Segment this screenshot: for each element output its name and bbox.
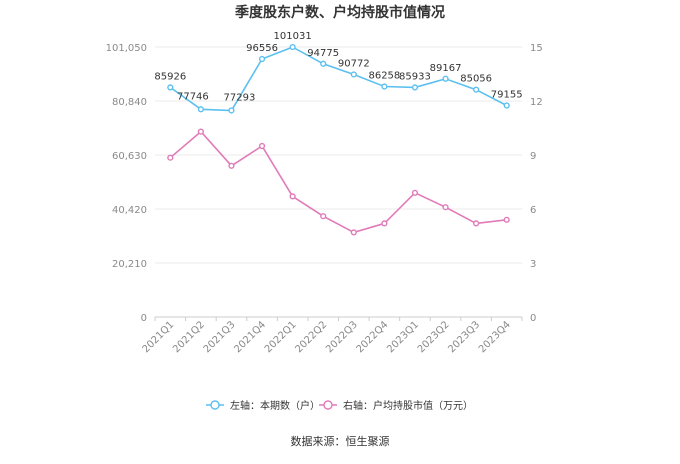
- data-label: 96556: [246, 43, 278, 54]
- right-axis-tick-label: 6: [530, 205, 536, 216]
- data-label: 86258: [368, 71, 400, 82]
- series-line-1: [169, 46, 508, 112]
- x-axis-tick-label: 2022Q4: [355, 319, 391, 355]
- x-axis-tick-label: 2022Q3: [324, 319, 360, 355]
- x-axis-tick-label: 2021Q3: [202, 319, 238, 355]
- x-axis-tick-label: 2022Q1: [263, 319, 299, 355]
- data-label: 77293: [224, 92, 256, 103]
- x-axis-tick-label: 2021Q1: [141, 319, 177, 355]
- left-axis-tick-label: 40,420: [112, 205, 147, 216]
- legend[interactable]: 左轴：本期数（户） 右轴：户均持股市值（万元）: [206, 399, 473, 412]
- x-axis-tick-label: 2023Q2: [416, 319, 452, 355]
- left-axis-tick-label: 80,840: [112, 97, 147, 108]
- data-point: [442, 75, 449, 82]
- data-label: 94775: [307, 48, 339, 59]
- data-point: [167, 84, 174, 91]
- data-label: 90772: [338, 58, 370, 69]
- data-source-note: 数据来源：恒生聚源: [291, 434, 390, 448]
- left-axis-tick-label: 60,630: [112, 151, 147, 162]
- x-axis-tick-label: 2023Q1: [385, 319, 421, 355]
- data-label: 101031: [274, 31, 312, 42]
- data-point: [503, 216, 510, 223]
- data-label: 79155: [491, 90, 523, 101]
- data-point: [381, 83, 388, 90]
- x-axis-tick-label: 2021Q4: [232, 319, 268, 355]
- data-point: [411, 189, 419, 196]
- x-axis-tick-label: 2023Q4: [477, 319, 513, 355]
- data-point: [197, 106, 204, 113]
- x-axis-tick-label: 2022Q2: [293, 319, 329, 355]
- data-point: [473, 86, 480, 93]
- data-point: [320, 213, 327, 220]
- data-point: [289, 43, 296, 51]
- left-axis-tick-label: 0: [141, 313, 147, 324]
- legend-item-2[interactable]: 右轴：户均持股市值（万元）: [319, 399, 473, 412]
- data-label: 85926: [154, 71, 186, 82]
- data-point: [350, 71, 357, 78]
- data-point: [258, 55, 266, 63]
- data-label: 85933: [399, 71, 431, 82]
- data-point: [350, 229, 357, 236]
- data-label: 89167: [430, 63, 462, 74]
- data-point: [411, 84, 419, 91]
- data-point: [381, 220, 388, 227]
- legend-label: 右轴：户均持股市值（万元）: [343, 399, 473, 412]
- series-line-2: [169, 130, 507, 234]
- right-axis-tick-label: 15: [530, 43, 543, 54]
- data-point: [289, 193, 296, 200]
- legend-circle-marker: [210, 400, 220, 410]
- x-axis-tick-label: 2023Q3: [446, 319, 482, 355]
- data-label: 85056: [460, 74, 492, 85]
- data-point: [503, 102, 510, 109]
- right-axis: 0 3 6 9 12 15: [530, 43, 543, 324]
- data-label: 77746: [177, 91, 209, 102]
- data-point: [197, 128, 204, 135]
- right-axis-tick-label: 12: [530, 97, 543, 108]
- data-point: [442, 204, 449, 211]
- data-point: [320, 60, 327, 67]
- left-axis-tick-label: 20,210: [112, 259, 147, 270]
- data-point: [258, 142, 266, 150]
- gridlines: [155, 46, 522, 318]
- legend-label: 左轴：本期数（户）: [230, 399, 320, 412]
- right-axis-tick-label: 3: [530, 259, 536, 270]
- right-axis-tick-label: 0: [530, 313, 536, 324]
- legend-circle-marker: [323, 400, 333, 410]
- legend-item-1[interactable]: 左轴：本期数（户）: [206, 399, 320, 412]
- data-point: [228, 162, 235, 169]
- left-axis: 0 20,210 40,420 60,630 80,840 101,050: [106, 43, 147, 324]
- data-point: [228, 107, 235, 114]
- chart-title: 季度股东户数、户均持股市值情况: [234, 4, 445, 21]
- data-point: [473, 220, 480, 227]
- left-axis-tick-label: 101,050: [106, 43, 147, 54]
- x-axis: 2021Q12021Q22021Q32021Q42022Q12022Q22022…: [141, 317, 523, 355]
- x-axis-tick-label: 2021Q2: [171, 319, 207, 355]
- data-point: [167, 154, 174, 161]
- right-axis-tick-label: 9: [530, 151, 536, 162]
